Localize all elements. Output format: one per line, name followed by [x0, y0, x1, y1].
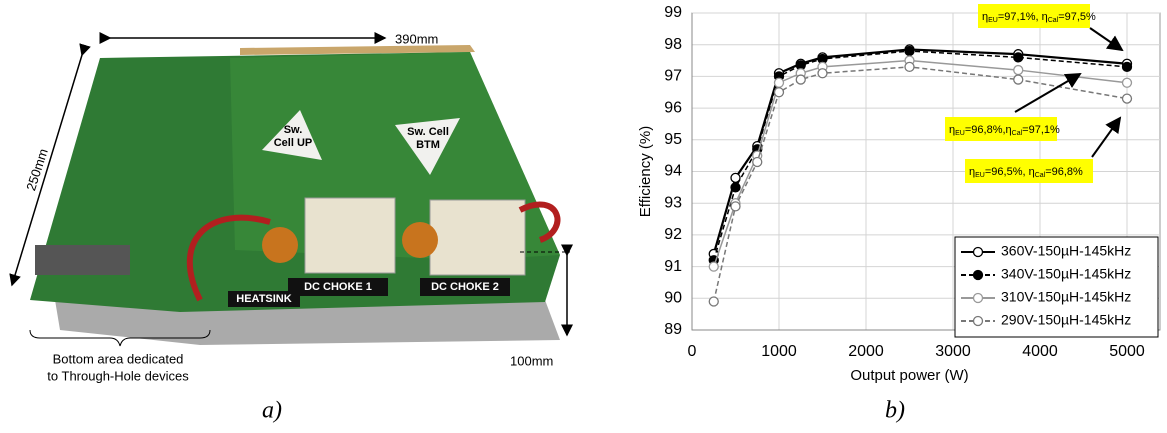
data-point: [1121, 77, 1133, 88]
legend-swatch: [972, 315, 984, 327]
x-tick-label: 4000: [1022, 343, 1058, 360]
annotation: ηEU=96,5%, ηCal=96,8%: [969, 166, 1083, 179]
y-tick-label: 91: [664, 258, 682, 275]
caption: a): [262, 398, 282, 424]
data-point: [708, 261, 719, 272]
x-tick-label: 1000: [761, 343, 797, 360]
data-point: [904, 45, 915, 57]
annotation-part: =97,5%: [1058, 11, 1096, 23]
annotation-part: =97,1%, η: [998, 11, 1048, 23]
photo-label: Sw.: [284, 124, 303, 136]
annotation-arrow: [1091, 116, 1122, 158]
annotation-part: η: [969, 166, 975, 178]
annotation-arrow: [1089, 27, 1124, 52]
photo-label: HEATSINK: [236, 293, 291, 305]
y-axis-title: Efficiency (%): [637, 126, 654, 217]
data-point: [773, 77, 785, 88]
x-tick-label: 5000: [1109, 343, 1145, 360]
y-tick-label: 98: [664, 36, 682, 53]
data-point: [773, 87, 785, 98]
data-point: [1013, 52, 1024, 63]
legend-label: 310V-150µH-145kHz: [1001, 289, 1131, 305]
legend-label: 290V-150µH-145kHz: [1001, 312, 1131, 328]
data-point: [1121, 93, 1133, 104]
data-point: [795, 74, 806, 85]
y-tick-label: 92: [664, 226, 682, 243]
annotation-part: EU: [975, 172, 985, 179]
annotation-part: η: [949, 124, 955, 136]
y-tick-label: 97: [664, 68, 682, 85]
y-tick-label: 99: [664, 4, 682, 21]
data-point: [1013, 74, 1024, 85]
annotation-part: Cal: [1035, 172, 1046, 179]
x-tick-label: 2000: [848, 343, 884, 360]
photo-label: Cell UP: [274, 137, 313, 149]
annotation-part: EU: [988, 17, 998, 24]
y-tick-label: 93: [664, 194, 682, 211]
data-point: [730, 182, 741, 193]
data-point: [1121, 61, 1133, 73]
annotation: ηEU=96,8%,ηCal=97,1%: [949, 124, 1060, 137]
data-point: [708, 296, 719, 307]
data-point: [904, 61, 915, 73]
caption: b): [885, 398, 905, 424]
data-point: [1013, 64, 1024, 76]
data-point: [817, 68, 828, 79]
annotation-box: [945, 117, 1057, 141]
data-point: [752, 156, 763, 168]
legend-label: 340V-150µH-145kHz: [1001, 266, 1131, 282]
annotation-box: [965, 159, 1093, 183]
annotation-part: EU: [955, 130, 965, 137]
photo-note: to Through-Hole devices: [47, 368, 189, 383]
annotation-part: =97,1%: [1022, 124, 1060, 136]
legend-swatch: [972, 269, 984, 281]
annotation-part: Cal: [1012, 130, 1023, 137]
annotation-box: [978, 4, 1090, 28]
photo-label: BTM: [416, 139, 440, 151]
annotation-part: Cal: [1048, 17, 1059, 24]
data-point: [730, 201, 741, 212]
photo-label: DC CHOKE 1: [304, 281, 372, 293]
y-tick-label: 94: [664, 163, 682, 180]
dimension-label: 390mm: [395, 31, 438, 46]
y-tick-label: 96: [664, 99, 682, 116]
y-tick-label: 90: [664, 290, 682, 307]
x-tick-label: 3000: [935, 343, 971, 360]
annotation-part: η: [982, 11, 988, 23]
annotation-part: =96,5%, η: [985, 166, 1035, 178]
legend-swatch: [972, 292, 984, 304]
series-line: [713, 66, 1128, 302]
photo: [9, 32, 573, 347]
photo-note: Bottom area dedicated: [53, 351, 184, 366]
photo-label: DC CHOKE 2: [431, 281, 499, 293]
photo-label: Sw. Cell: [407, 126, 449, 138]
annotation-part: =96,8%: [1045, 166, 1083, 178]
annotation-arrow: [1014, 72, 1082, 113]
y-tick-label: 95: [664, 131, 682, 148]
dimension-label: 100mm: [510, 353, 553, 368]
x-tick-label: 0: [688, 343, 697, 360]
legend-label: 360V-150µH-145kHz: [1001, 243, 1131, 259]
annotation-part: =96,8%,η: [965, 124, 1012, 136]
annotation: ηEU=97,1%, ηCal=97,5%: [982, 11, 1096, 24]
x-axis-title: Output power (W): [850, 367, 968, 384]
y-tick-label: 89: [664, 321, 682, 338]
legend-swatch: [972, 246, 984, 258]
